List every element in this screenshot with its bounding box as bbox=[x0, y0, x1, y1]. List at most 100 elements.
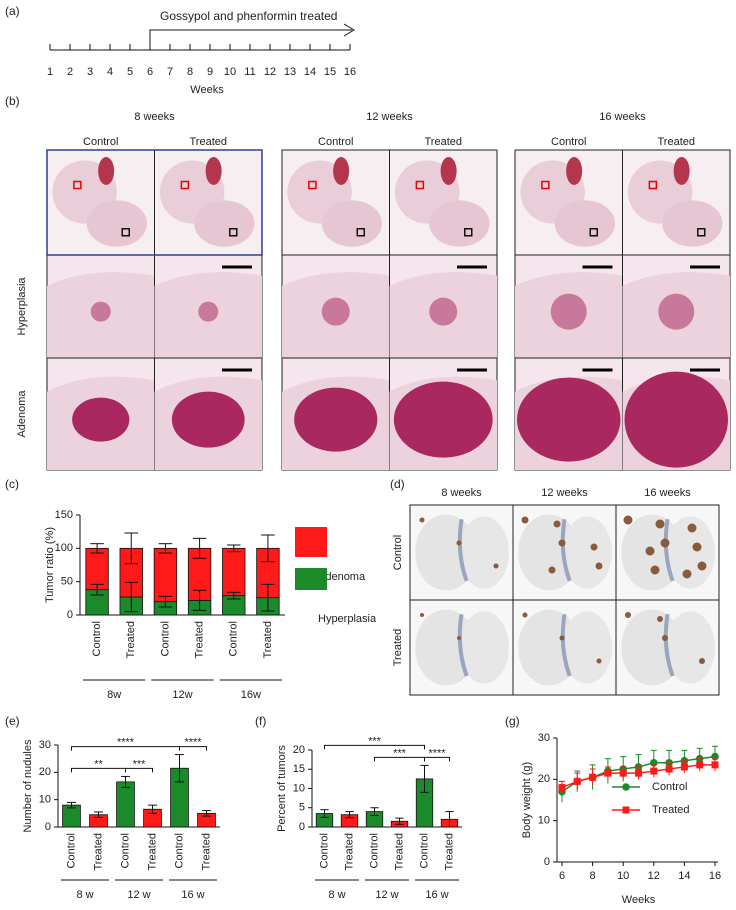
arrow-head bbox=[343, 23, 355, 37]
adenoma bbox=[624, 371, 728, 468]
group-label: Treated bbox=[189, 136, 227, 148]
group-label: Treated bbox=[424, 136, 462, 148]
timeline-tick-label: 7 bbox=[167, 66, 173, 78]
lung-lobe bbox=[429, 200, 490, 247]
vessel bbox=[566, 157, 583, 185]
bar bbox=[62, 804, 81, 828]
x-tick-label: Treated bbox=[193, 621, 205, 659]
hyperplasia-focus bbox=[321, 297, 350, 326]
stained-nodule bbox=[590, 543, 598, 551]
vessel bbox=[673, 157, 690, 185]
significance-label: **** bbox=[184, 736, 202, 748]
roi-box bbox=[121, 228, 130, 237]
x-tick-label: 12 bbox=[648, 870, 660, 882]
stained-nodule bbox=[687, 523, 697, 533]
vessel bbox=[98, 157, 115, 185]
group-label: 12w bbox=[172, 689, 192, 701]
stained-nodule bbox=[692, 542, 702, 552]
x-tick-label: Treated bbox=[443, 833, 455, 871]
data-point bbox=[680, 763, 688, 771]
roi-box bbox=[589, 228, 598, 237]
hyperplasia-focus bbox=[90, 301, 111, 322]
stained-nodule bbox=[657, 616, 663, 622]
timeline-tick-label: 4 bbox=[107, 66, 113, 78]
y-tick-label: 5 bbox=[299, 802, 305, 814]
data-point bbox=[589, 773, 597, 781]
y-tick-label: 0 bbox=[544, 856, 550, 868]
roi-box bbox=[697, 228, 706, 237]
significance-label: ** bbox=[94, 758, 103, 770]
group-label: 12 w bbox=[375, 889, 398, 901]
significance-bracket bbox=[424, 756, 450, 762]
data-point bbox=[711, 761, 719, 769]
y-tick-label: 30 bbox=[39, 739, 51, 751]
y-tick-label: 20 bbox=[538, 773, 550, 785]
x-tick-label: Treated bbox=[262, 621, 274, 659]
panel-label: (g) bbox=[505, 714, 520, 728]
hyperplasia-focus bbox=[429, 297, 458, 326]
x-tick-label: Control bbox=[318, 833, 330, 868]
lung-section bbox=[665, 611, 715, 684]
legend-label: Adenoma bbox=[318, 571, 366, 583]
stained-nodule bbox=[645, 546, 655, 556]
y-tick-label: 30 bbox=[538, 732, 550, 744]
treatment-arrow bbox=[149, 29, 352, 50]
group-label: 8 w bbox=[76, 889, 93, 901]
x-tick-label: Control bbox=[173, 833, 185, 868]
roi-box bbox=[73, 180, 82, 190]
roi-box bbox=[464, 228, 473, 237]
stained-nodule bbox=[559, 635, 565, 641]
panel-label: (e) bbox=[5, 714, 20, 728]
row-label: Control bbox=[392, 535, 404, 570]
bar bbox=[116, 781, 135, 828]
x-tick-label: Treated bbox=[125, 621, 137, 659]
legend-swatch bbox=[295, 568, 327, 590]
legend-label: Treated bbox=[652, 804, 690, 816]
y-tick-label: 10 bbox=[39, 794, 51, 806]
data-point bbox=[573, 777, 581, 785]
stained-nodule bbox=[699, 658, 705, 664]
timeline-tick-label: 8 bbox=[187, 66, 193, 78]
bar-segment bbox=[153, 547, 178, 603]
group-label: Control bbox=[83, 136, 118, 148]
significance-label: *** bbox=[133, 758, 147, 770]
significance-label: **** bbox=[117, 736, 135, 748]
highlight-frame bbox=[46, 149, 263, 256]
timepoint-label: 16 weeks bbox=[599, 111, 646, 123]
timeline-axis-label: Weeks bbox=[190, 84, 224, 96]
hyperplasia-focus bbox=[658, 293, 695, 330]
lung-lobe bbox=[662, 200, 723, 247]
timeline-tick-label: 9 bbox=[207, 66, 213, 78]
lung-section bbox=[459, 611, 509, 684]
row-label: Adenoma bbox=[16, 390, 28, 438]
stained-nodule bbox=[697, 561, 707, 571]
stained-nodule bbox=[521, 516, 529, 524]
significance-label: **** bbox=[428, 747, 446, 759]
significance-bracket bbox=[324, 744, 425, 750]
roi-box bbox=[308, 180, 317, 190]
y-axis-label: Percent of tumors bbox=[276, 745, 288, 832]
x-tick-label: Treated bbox=[393, 833, 405, 871]
legend-label: Hyperplasia bbox=[318, 613, 377, 625]
panel-label: (a) bbox=[5, 4, 20, 18]
timeline-tick-label: 5 bbox=[127, 66, 133, 78]
timepoint-label: 16 weeks bbox=[644, 487, 691, 499]
stained-nodule bbox=[420, 613, 424, 617]
significance-bracket bbox=[125, 767, 153, 773]
significance-label: *** bbox=[393, 747, 407, 759]
legend-marker bbox=[622, 806, 630, 814]
data-point bbox=[619, 769, 627, 777]
group-label: 8w bbox=[107, 689, 121, 701]
vessel bbox=[440, 157, 457, 185]
airway bbox=[663, 518, 675, 582]
significance-label: *** bbox=[368, 735, 382, 747]
roi-box bbox=[415, 180, 425, 190]
timepoint-label: 8 weeks bbox=[441, 487, 482, 499]
legend-marker bbox=[622, 783, 630, 791]
stained-nodule bbox=[457, 636, 461, 640]
x-tick-label: 8 bbox=[590, 870, 596, 882]
x-tick-label: Control bbox=[65, 833, 77, 868]
timepoint-label: 12 weeks bbox=[541, 487, 588, 499]
x-tick-label: 14 bbox=[678, 870, 690, 882]
stained-nodule bbox=[596, 658, 602, 664]
